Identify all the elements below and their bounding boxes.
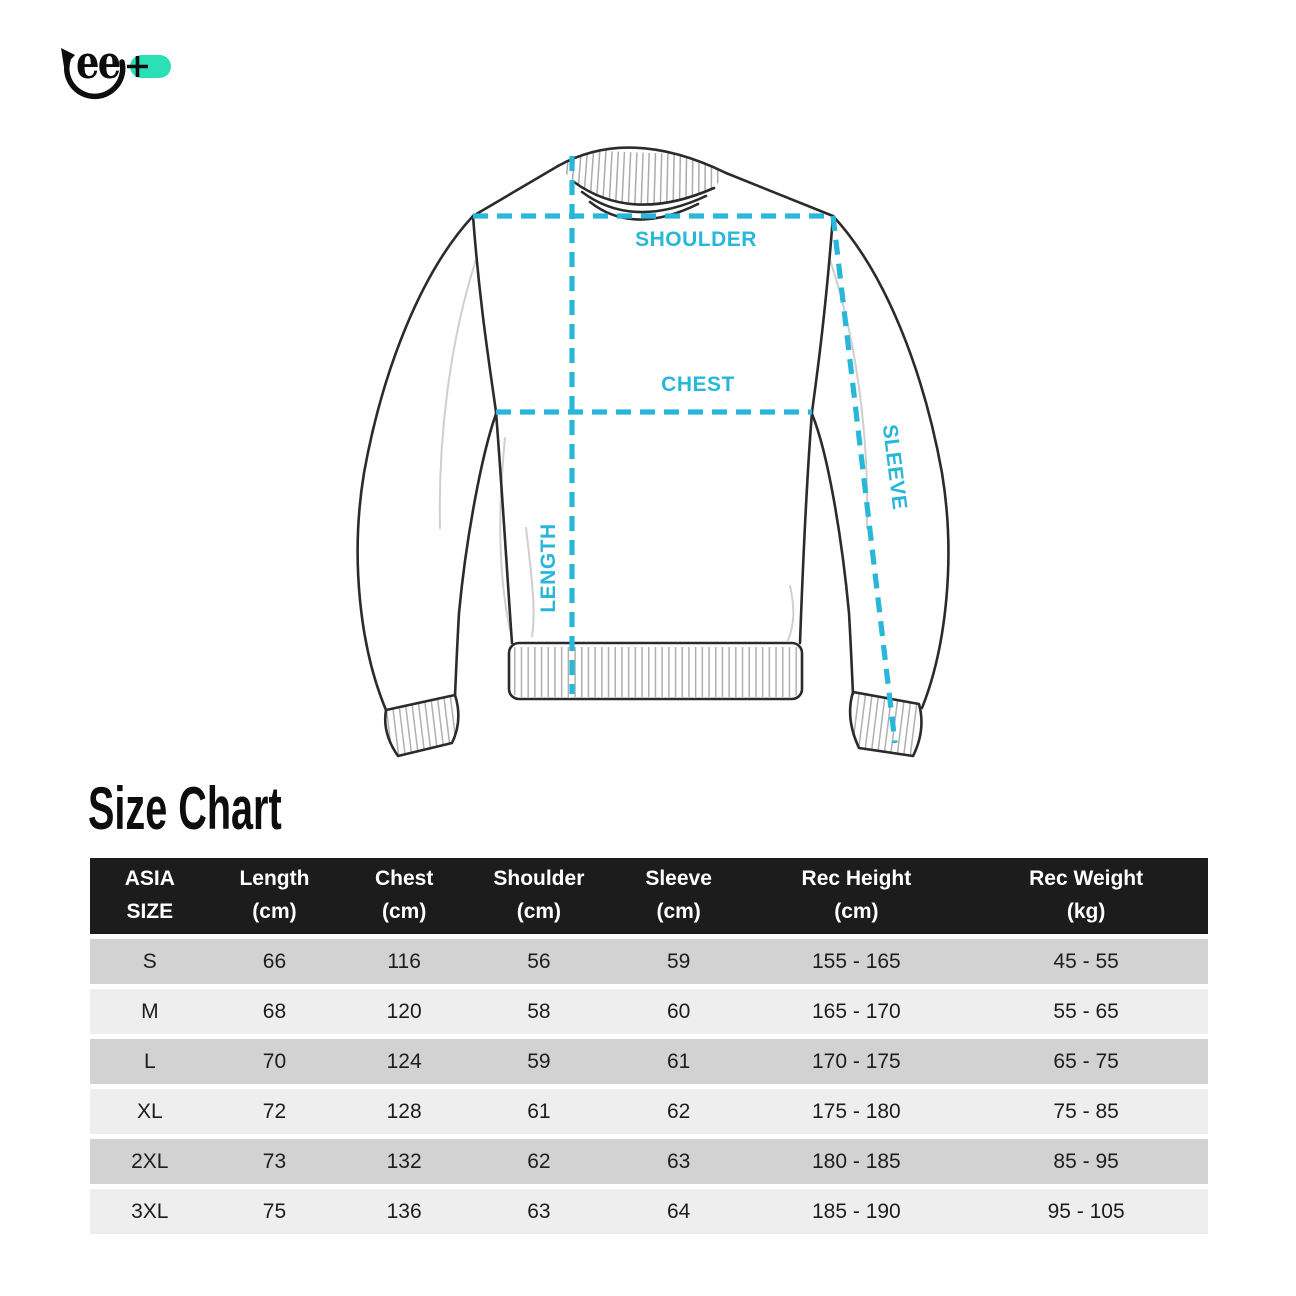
size-cell: 180 - 185	[812, 1149, 901, 1173]
hem-band	[507, 641, 804, 701]
table-body: S 66 116 56 59 155 - 165 45 - 55 M 68 120 58 60 165 …	[90, 939, 1208, 1234]
column-header-shoulder: Shoulder (cm)	[493, 867, 585, 923]
size-cell: 124	[386, 1049, 422, 1073]
size-cell: 120	[386, 999, 422, 1023]
collar	[556, 146, 728, 221]
size-cell: 64	[666, 1199, 691, 1223]
size-cell: 61	[527, 1099, 551, 1123]
size-cell: 116	[387, 949, 421, 973]
size-row-s: S 66 116 56 59 155 - 165 45 - 55	[90, 939, 1208, 984]
cuff-left	[383, 693, 460, 758]
sleeve-line	[830, 215, 898, 744]
page-title: Size Chart	[88, 775, 282, 842]
column-header-length: Length (cm)	[239, 867, 310, 923]
size-row-xl: XL 72 128 61 62 175 - 180 75 - 85	[90, 1089, 1208, 1134]
size-row-m: M 68 120 58 60 165 - 170 55 - 65	[90, 989, 1208, 1034]
column-header-rec-weight: Rec Weight (kg)	[1029, 867, 1144, 923]
size-cell: 3XL	[131, 1199, 169, 1223]
size-chart-table: ASIA SIZE Length (cm) Chest (cm) Shoulder (cm) S…	[90, 858, 1208, 1239]
size-cell: 59	[666, 949, 691, 973]
size-cell: 95 - 105	[1047, 1199, 1125, 1223]
size-cell: 58	[527, 999, 551, 1023]
size-cell: 61	[666, 1049, 691, 1073]
size-cell: 170 - 175	[812, 1049, 901, 1073]
size-cell: 73	[262, 1149, 287, 1173]
size-cell: L	[143, 1049, 156, 1073]
size-cell: 65 - 75	[1053, 1049, 1119, 1073]
plus-pill-icon	[127, 55, 171, 78]
size-cell: 66	[262, 949, 287, 973]
sweatshirt-measurement-diagram: SHOULDER CHEST LENGTH SLEEVE	[356, 146, 950, 758]
size-cell: 60	[666, 999, 691, 1023]
measurement-lines	[473, 156, 898, 744]
size-cell: XL	[136, 1099, 163, 1123]
size-cell: 63	[527, 1199, 551, 1223]
chest-label: CHEST	[661, 373, 735, 396]
table-header-row: ASIA SIZE Length (cm) Chest (cm) Shoulder (cm) S…	[90, 858, 1208, 934]
size-cell: 2XL	[131, 1149, 169, 1173]
size-cell: 68	[262, 999, 287, 1023]
size-cell: 62	[527, 1149, 551, 1173]
size-cell: 75	[262, 1199, 287, 1223]
size-row-l: L 70 124 59 61 170 - 175 65 - 75	[90, 1039, 1208, 1084]
length-label: LENGTH	[537, 523, 560, 612]
size-cell: 165 - 170	[812, 999, 901, 1023]
size-cell: 59	[527, 1049, 551, 1073]
size-row-2xl: 2XL 73 132 62 63 180 - 185 85 - 95	[90, 1139, 1208, 1184]
size-cell: 185 - 190	[812, 1199, 901, 1223]
size-cell: 72	[262, 1099, 287, 1123]
size-row-3xl: 3XL 75 136 63 64 185 - 190 95 - 105	[90, 1189, 1208, 1234]
size-cell: M	[141, 999, 159, 1023]
sleeves	[356, 214, 950, 712]
size-cell: 75 - 85	[1053, 1099, 1119, 1123]
size-cell: 63	[666, 1149, 691, 1173]
size-cell: 62	[666, 1099, 691, 1123]
smile-arc-icon	[61, 48, 126, 100]
size-cell: 128	[386, 1099, 422, 1123]
size-cell: 70	[262, 1049, 287, 1073]
size-cell: 132	[386, 1149, 422, 1173]
size-cell: S	[142, 949, 157, 973]
size-cell: 55 - 65	[1053, 999, 1119, 1023]
logo-text: ee	[76, 35, 120, 89]
shoulder-label: SHOULDER	[635, 228, 757, 251]
size-cell: 45 - 55	[1053, 949, 1119, 973]
column-header-asia: ASIA SIZE	[124, 867, 175, 923]
column-header-rec-height: Rec Height (cm)	[801, 867, 912, 923]
size-cell: 155 - 165	[812, 949, 901, 973]
column-header-chest: Chest (cm)	[374, 867, 434, 923]
cuff-right	[848, 690, 923, 758]
size-cell: 85 - 95	[1053, 1149, 1119, 1173]
brand-logo: ee	[61, 35, 171, 100]
size-cell: 136	[386, 1199, 422, 1223]
column-header-sleeve: Sleeve (cm)	[645, 867, 712, 923]
size-cell: 175 - 180	[812, 1099, 901, 1123]
size-cell: 56	[527, 949, 551, 973]
